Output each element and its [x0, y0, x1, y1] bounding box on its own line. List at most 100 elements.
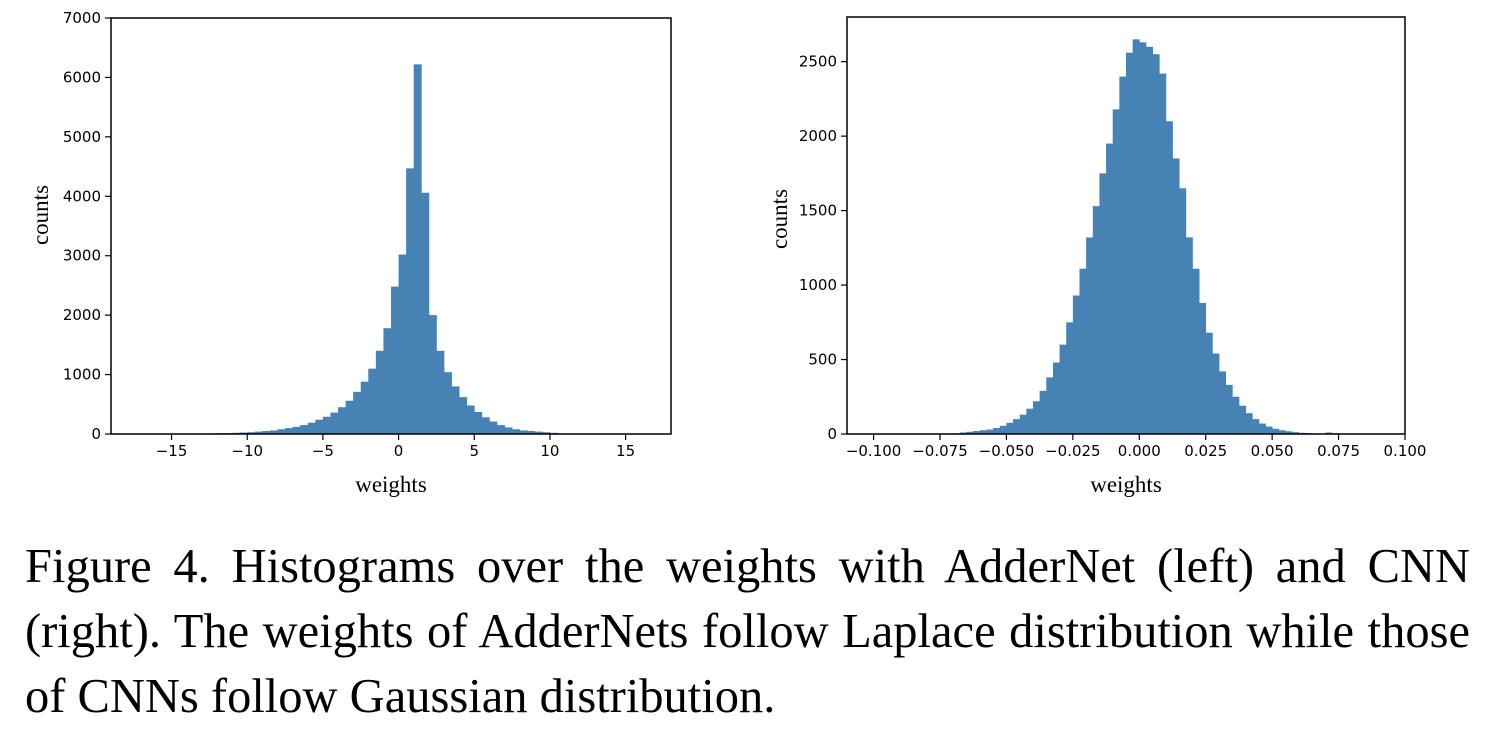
y-tick-label: 2500	[799, 53, 837, 71]
histogram-bar	[285, 428, 293, 434]
histogram-bar	[1026, 409, 1033, 434]
y-tick-label: 3000	[63, 247, 101, 265]
x-tick-label: −0.050	[979, 442, 1035, 460]
histogram-bar	[1086, 237, 1093, 434]
histogram-bar	[452, 386, 460, 434]
histogram-bar	[497, 425, 505, 434]
histogram-bar	[421, 193, 429, 434]
x-tick-label: −0.075	[912, 442, 968, 460]
y-tick-label: 2000	[799, 127, 837, 145]
histogram-bar	[1146, 47, 1153, 434]
histogram-bar	[436, 351, 444, 434]
histogram-bar	[1186, 237, 1193, 434]
histogram-bar	[444, 372, 452, 434]
y-tick-label: 5000	[63, 128, 101, 146]
x-tick-label: −0.025	[1045, 442, 1101, 460]
histogram-bar	[1226, 385, 1233, 434]
x-tick-label: −15	[156, 442, 188, 460]
histogram-bar	[1272, 429, 1279, 434]
y-tick-label: 0	[827, 425, 837, 443]
histogram-bar	[1252, 419, 1259, 434]
histogram-bar	[993, 428, 1000, 434]
x-axis-label: weights	[355, 472, 427, 497]
histogram-bar	[1133, 39, 1140, 434]
histogram-bar	[1173, 158, 1180, 434]
x-tick-label: −0.100	[846, 442, 902, 460]
histogram-bar	[1046, 377, 1053, 434]
histogram-bar	[391, 287, 399, 434]
y-tick-label: 500	[808, 351, 837, 369]
x-tick-label: 0.050	[1251, 442, 1294, 460]
right-histogram: −0.100 −0.075 −0.050 −0.025 0.000 0.025 0.050 0…	[767, 17, 1426, 497]
y-tick-label: 2000	[63, 306, 101, 324]
histogram-bar	[1113, 109, 1120, 434]
y-tick-label: 4000	[63, 187, 101, 205]
x-axis-label: weights	[1090, 472, 1162, 497]
histogram-bar	[1206, 333, 1213, 434]
histogram-bar	[1033, 401, 1040, 434]
histogram-bar	[429, 315, 437, 434]
histogram-bar	[1266, 427, 1273, 434]
histogram-bar	[338, 407, 346, 434]
x-tick-label: 0.025	[1184, 442, 1227, 460]
histogram-bar	[1053, 363, 1060, 434]
histogram-bar	[489, 422, 497, 434]
histogram-bar	[1159, 74, 1166, 434]
histogram-bar	[505, 427, 513, 434]
histogram-bar	[1119, 77, 1126, 434]
histogram-bar	[1000, 426, 1007, 434]
histogram-bar	[1093, 206, 1100, 434]
histogram-bar	[1020, 415, 1027, 434]
histogram-bar	[1073, 296, 1080, 435]
histogram-bar	[1239, 406, 1246, 434]
x-tick-label: 5	[469, 442, 479, 460]
x-tick-label: 0.000	[1118, 442, 1161, 460]
histogram-bar	[1166, 121, 1173, 434]
x-tick-label: −5	[312, 442, 334, 460]
histogram-bar	[1006, 423, 1013, 434]
histogram-bar	[1232, 397, 1239, 434]
histogram-bar	[308, 423, 316, 434]
histogram-bar	[1212, 354, 1219, 434]
y-tick-label: 0	[91, 425, 101, 443]
histogram-bar	[482, 417, 490, 434]
histogram-bar	[1126, 53, 1133, 434]
y-tick-label: 1500	[799, 202, 837, 220]
y-axis-label: counts	[767, 189, 792, 249]
figure-caption: Figure 4. Histograms over the weights wi…	[25, 534, 1470, 729]
histogram-bar	[459, 397, 467, 434]
x-tick-label: 10	[540, 442, 559, 460]
y-tick-label: 7000	[63, 9, 101, 27]
histogram-bar	[368, 369, 376, 434]
histogram-bar	[315, 420, 323, 434]
y-axis-label: counts	[28, 185, 53, 245]
histogram-bar	[1066, 322, 1073, 434]
histogram-bar	[323, 417, 331, 434]
histogram-bar	[1099, 173, 1106, 434]
histogram-bar	[1060, 345, 1067, 434]
x-tick-label: 0.075	[1317, 442, 1360, 460]
histogram-bar	[1040, 391, 1047, 434]
x-tick-label: −10	[231, 442, 263, 460]
histogram-bar	[1192, 269, 1199, 434]
histogram-bar	[474, 412, 482, 434]
y-tick-label: 1000	[799, 276, 837, 294]
histogram-bar	[1199, 303, 1206, 434]
y-tick-label: 1000	[63, 366, 101, 384]
histogram-bar	[1013, 419, 1020, 434]
histogram-bar	[467, 405, 475, 434]
histogram-bar	[1219, 371, 1226, 434]
histogram-bar	[353, 392, 361, 434]
histogram-bar	[1139, 42, 1146, 434]
histogram-bar	[383, 328, 391, 434]
histogram-bar	[414, 64, 422, 434]
histogram-bar	[346, 401, 354, 434]
histogram-bar	[300, 425, 308, 434]
histogram-bar	[1259, 424, 1266, 434]
x-tick-label: 15	[616, 442, 635, 460]
histogram-bar	[1106, 144, 1113, 434]
histogram-bar	[1179, 188, 1186, 434]
histogram-bar	[406, 168, 414, 434]
histogram-bar	[376, 351, 384, 434]
